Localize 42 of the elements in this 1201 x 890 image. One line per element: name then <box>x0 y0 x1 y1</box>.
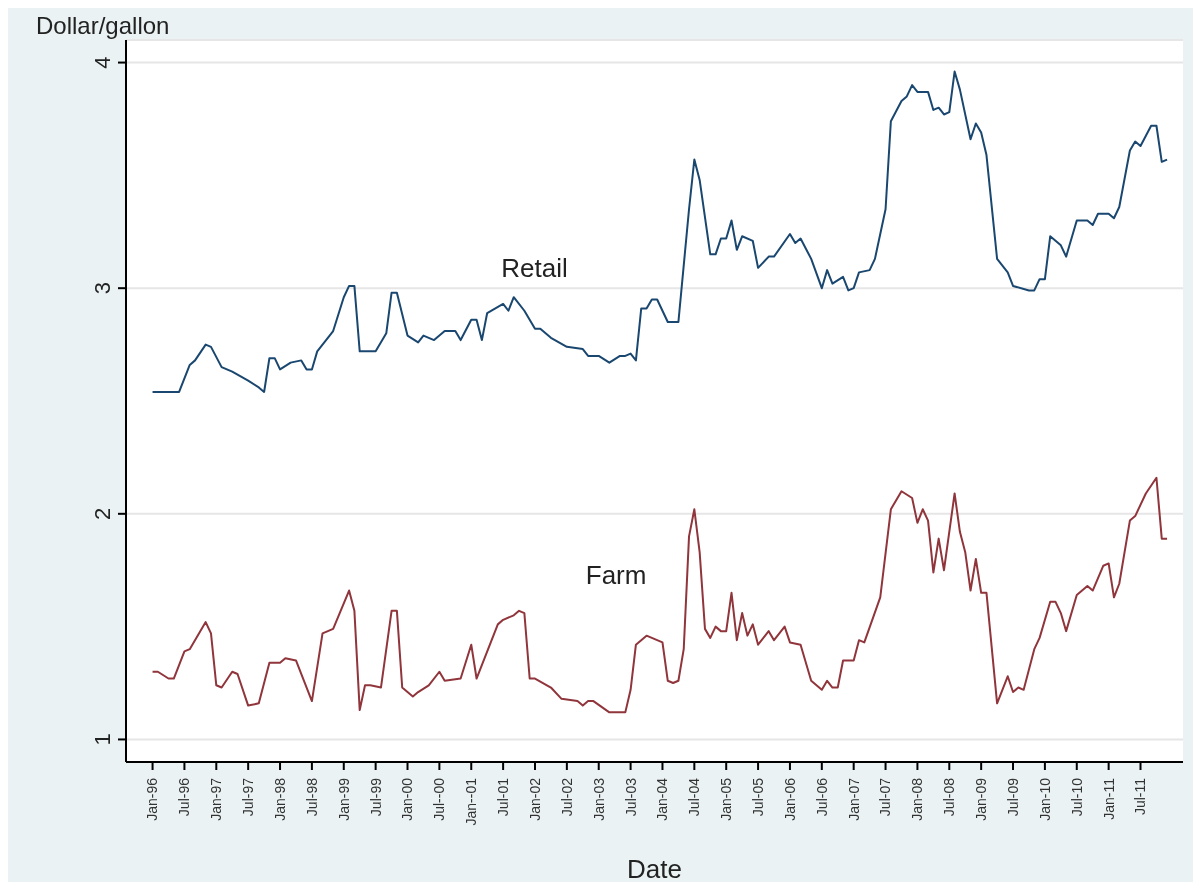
x-tick-label: Jul-07 <box>877 777 894 817</box>
x-tick-label: Jul-97 <box>240 777 257 817</box>
x-tick-label: Jul-99 <box>367 777 384 817</box>
x-tick-label: Jul-03 <box>622 777 639 817</box>
x-tick-label: Jul-04 <box>686 777 703 817</box>
x-tick-label: Jan--01 <box>463 777 480 826</box>
x-tick-label: Jan-08 <box>909 777 926 821</box>
x-tick-label: Jan-05 <box>718 777 735 821</box>
x-tick-label: Jan-07 <box>845 777 862 821</box>
x-tick-label: Jan-06 <box>781 777 798 821</box>
y-tick-label: 1 <box>90 733 115 746</box>
x-tick-label: Jul--00 <box>431 777 448 821</box>
series-label: Retail <box>501 252 568 284</box>
x-tick-label: Jul-98 <box>303 777 320 817</box>
x-tick-label: Jan-98 <box>271 777 288 821</box>
x-tick-label: Jan-96 <box>144 777 161 821</box>
x-tick-label: Jan-02 <box>526 777 543 821</box>
x-tick-label: Jul-10 <box>1068 777 1085 817</box>
line-series <box>151 476 1169 714</box>
y-tick-label: 4 <box>90 56 115 69</box>
x-tick-label: Jan-11 <box>1100 777 1117 820</box>
x-axis-title: Date <box>627 854 682 884</box>
x-tick-label: Jan-09 <box>973 777 990 821</box>
x-tick-label: Jul-11 <box>1132 777 1149 816</box>
x-tick-label: Jul-05 <box>749 777 766 817</box>
x-tick-label: Jan-99 <box>335 777 352 821</box>
x-tick-label: Jul-08 <box>941 777 958 817</box>
y-axis-title: Dollar/gallon <box>36 12 170 40</box>
y-tick-label: 3 <box>90 282 115 295</box>
x-tick-label: Jan-04 <box>654 777 671 821</box>
y-tick-label: 2 <box>90 507 115 520</box>
x-tick-label: Jan-00 <box>399 777 416 821</box>
x-tick-label: Jan-10 <box>1036 777 1053 821</box>
x-tick-label: Jul-06 <box>813 777 830 817</box>
x-tick-label: Jan-97 <box>208 777 225 821</box>
series-label: Farm <box>585 559 647 591</box>
x-tick-label: Jul-02 <box>558 777 575 817</box>
x-tick-label: Jul-96 <box>176 777 193 817</box>
x-tick-label: Jan-03 <box>590 777 607 821</box>
x-tick-label: Jul-09 <box>1004 777 1021 817</box>
x-tick-label: Jul-01 <box>495 777 512 817</box>
line-series <box>151 70 1169 393</box>
